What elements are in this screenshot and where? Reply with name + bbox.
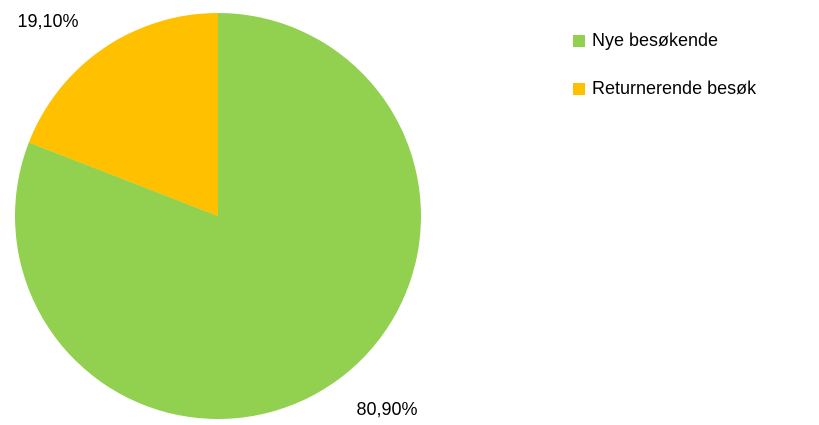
legend-swatch bbox=[573, 35, 585, 47]
pie-slice bbox=[28, 13, 218, 216]
legend-label: Returnerende besøk bbox=[592, 78, 757, 98]
data-label: 19,10% bbox=[17, 11, 78, 31]
legend-label: Nye besøkende bbox=[592, 30, 718, 50]
pie-slice bbox=[14, 13, 421, 419]
data-label: 80,90% bbox=[356, 399, 417, 419]
legend-swatch bbox=[573, 83, 585, 95]
